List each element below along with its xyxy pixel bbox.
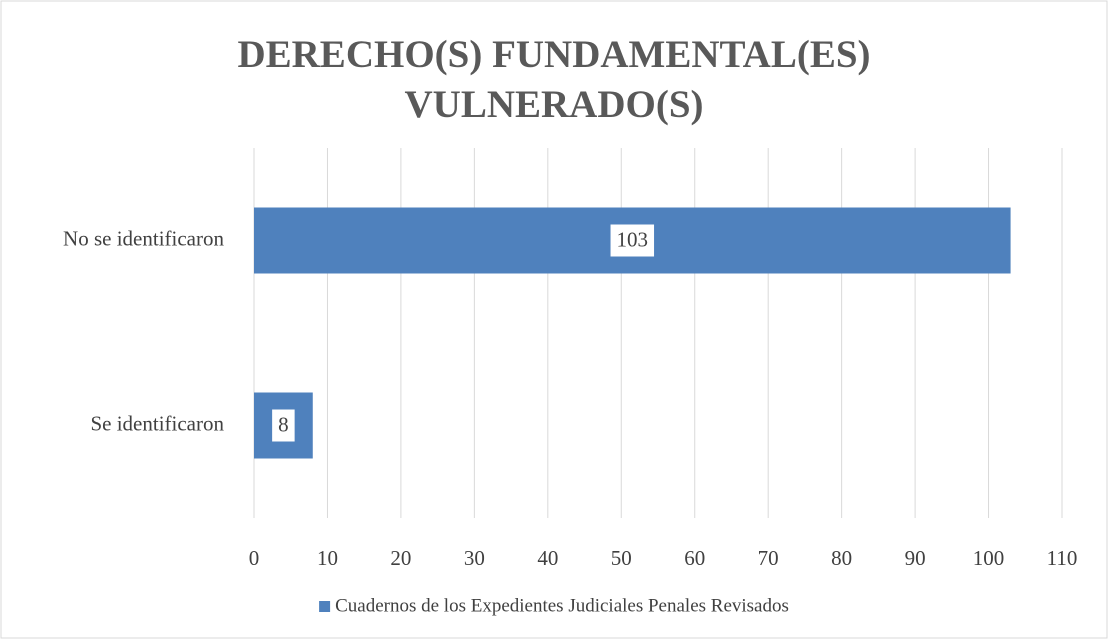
x-tick-label: 110 [1047,546,1078,570]
data-label-box [272,409,295,442]
y-tick-label: Se identificaron [90,411,224,435]
chart-title: DERECHO(S) FUNDAMENTAL(ES) VULNERADO(S) [237,33,871,126]
x-tick-label: 70 [758,546,779,570]
x-tick-label: 60 [684,546,705,570]
x-tick-label: 0 [249,546,260,570]
y-tick-label: No se identificaron [63,226,224,250]
x-tick-label: 20 [390,546,411,570]
data-label-box [610,224,655,257]
x-tick-label: 80 [831,546,852,570]
x-tick-label: 10 [317,546,338,570]
x-tick-label: 50 [611,546,632,570]
data-label: 103 [617,227,649,251]
x-tick-label: 30 [464,546,485,570]
x-tick-label: 100 [973,546,1005,570]
legend-label: Cuadernos de los Expedientes Judiciales … [335,595,789,616]
x-tick-label: 40 [537,546,558,570]
x-tick-label: 90 [905,546,926,570]
legend-swatch [319,601,331,612]
data-label: 8 [278,412,289,436]
